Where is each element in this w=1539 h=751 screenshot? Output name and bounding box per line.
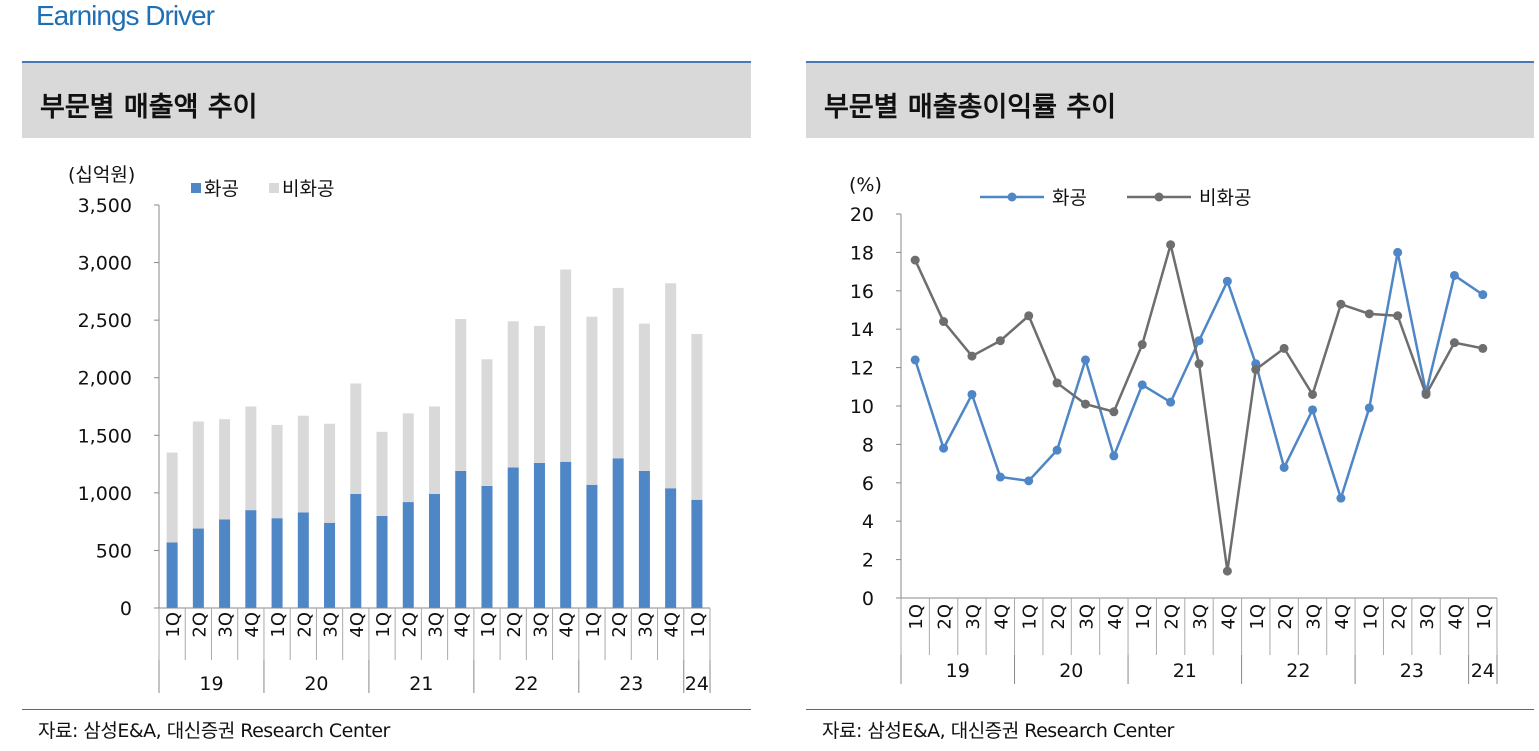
margin-panel-header: 부문별 매출총이익률 추이 — [806, 61, 1534, 138]
revenue-panel-title: 부문별 매출액 추이 — [40, 92, 258, 123]
margin-panel-title: 부문별 매출총이익률 추이 — [824, 92, 1117, 123]
revenue-panel: 부문별 매출액 추이 — [22, 61, 751, 711]
margin-panel: 부문별 매출총이익률 추이 — [806, 61, 1534, 711]
revenue-source: 자료: 삼성E&A, 대신증권 Research Center — [38, 720, 390, 742]
margin-source: 자료: 삼성E&A, 대신증권 Research Center — [822, 720, 1174, 742]
margin-source-divider — [806, 709, 1534, 710]
page-title: Earnings Driver — [36, 0, 215, 31]
revenue-panel-header: 부문별 매출액 추이 — [22, 61, 751, 138]
revenue-source-divider — [22, 709, 751, 710]
